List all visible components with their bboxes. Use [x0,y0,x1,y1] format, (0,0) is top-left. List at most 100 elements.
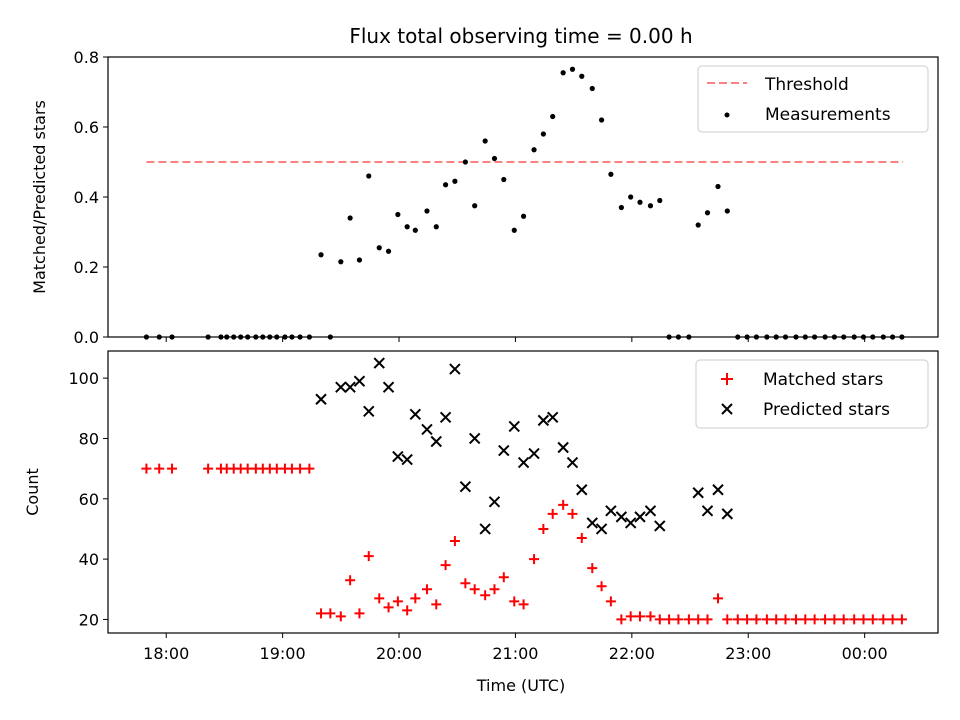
predicted-stars-point [353,375,366,387]
count-y-tick-label: 40 [79,550,99,569]
matched-stars-point [363,551,374,562]
threshold-legend-label: Threshold [764,75,849,95]
measurement-point [424,208,430,214]
predicted-stars-point [459,481,472,493]
measurement-point [637,199,643,205]
predicted-stars-point [421,423,433,436]
matched-stars-point [742,614,753,625]
matched-stars-point [547,508,558,519]
measurement-point [695,222,701,228]
measurement-point [412,227,418,233]
matched-stars-point [722,614,733,625]
predicted-stars-point [546,411,559,424]
measurement-point [520,213,527,219]
predicted-stars-point [576,484,588,496]
count-y-tick-label: 60 [79,490,99,509]
matched-stars-point [780,614,791,625]
matched-stars-point [702,614,713,625]
predicted-legend-label: Predicted stars [763,400,890,420]
matched-stars-point [838,614,849,625]
matched-stars-point [645,611,656,622]
matched-stars-point [383,602,394,613]
count-panel: 20 40 60 80 100 18:00 19:00 20:00 21:00 22:00 23:0… [23,350,939,695]
predicted-stars-point [430,435,442,448]
matched-stars-point [449,536,460,547]
matched-stars-point [335,611,346,622]
measurement-point [452,178,458,184]
measurement-point [491,155,498,162]
ratio-y-tick-label: 0.0 [74,328,99,347]
measurement-point [579,73,585,79]
predicted-stars-point [335,381,347,393]
x-tick-label: 21:00 [492,644,538,663]
predicted-stars-point [595,523,608,535]
matched-stars-point [402,605,413,616]
matched-stars-point [304,463,315,474]
measurement-point [395,211,401,218]
predicted-stars-point [401,453,413,466]
x-axis-label: Time (UTC) [476,676,565,695]
matched-stars-point [712,593,723,604]
predicted-stars-point [692,487,704,499]
matched-stars-point [751,614,762,625]
measurement-point [589,85,595,92]
matched-stars-point [295,463,306,474]
measurement-point [550,113,556,120]
x-tick-label: 00:00 [842,644,888,663]
matched-stars-point [849,614,860,625]
matched-stars-point [820,614,831,625]
matched-stars-point [509,596,520,607]
matched-stars-point [693,614,704,625]
predicted-stars-point [701,505,714,517]
count-legend-box [695,359,929,429]
predicted-stars-point [605,505,617,517]
x-tick-label: 23:00 [725,644,771,663]
count-y-tick-label: 20 [79,610,99,629]
measurement-point [724,208,730,214]
matched-stars-point [469,584,480,595]
chart-title: Flux total observing time = 0.00 h [349,24,692,48]
matched-stars-point [431,599,442,610]
predicted-stars-point [537,414,550,427]
matched-stars-point [316,608,327,619]
matched-stars-point [410,593,421,604]
matched-stars-point [634,611,645,622]
matched-stars-point [587,563,598,574]
predicted-stars-point [634,511,646,523]
measurement-point [560,70,566,76]
ratio-y-axis-label: Matched/Predicted stars [30,100,49,294]
matched-stars-point [809,614,820,625]
measurement-point [356,257,363,263]
predicted-stars-point [654,520,666,532]
measurement-point [462,159,468,165]
matched-stars-point [421,584,432,595]
measurement-point [511,227,517,233]
matched-stars-point [480,590,491,601]
count-y-axis-label: Count [23,468,42,516]
predicted-stars-point [624,517,637,529]
measurement-point [482,138,488,144]
x-tick-label: 19:00 [260,644,306,663]
matched-stars-point [325,608,336,619]
x-tick-label: 22:00 [609,644,655,663]
measurement-point [618,204,624,211]
measurement-point [715,183,721,190]
matched-legend-swatch [721,373,733,385]
matched-stars-point [616,614,627,625]
ratio-legend-box [697,65,929,133]
matched-stars-point [460,578,471,589]
matched-stars-point [605,596,616,607]
matched-stars-point [790,614,801,625]
measurement-point [608,171,614,177]
matched-stars-point [354,608,365,619]
measurement-point [404,224,410,230]
ratio-y-tick-label: 0.6 [74,118,99,137]
predicted-stars-point [468,432,481,445]
count-panel-frame [107,350,939,634]
measurement-point [433,224,439,230]
matched-stars-point [392,596,403,607]
x-tick-label: 18:00 [143,644,189,663]
matched-stars-point [529,554,540,565]
ratio-legend: Threshold Measurements [697,65,929,133]
